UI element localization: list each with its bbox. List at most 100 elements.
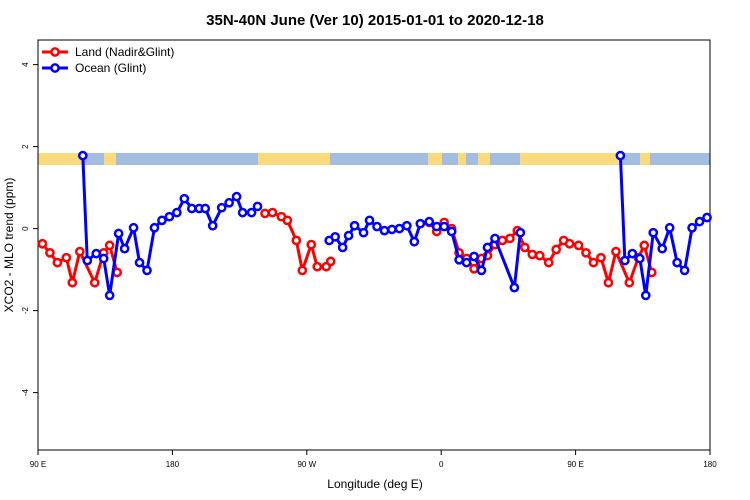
point <box>639 240 650 251</box>
point <box>364 215 375 226</box>
point <box>424 216 435 227</box>
point <box>91 248 102 259</box>
point <box>394 223 405 234</box>
point <box>476 265 487 276</box>
point <box>149 222 160 233</box>
point <box>113 228 124 239</box>
point <box>89 277 100 288</box>
point <box>312 261 323 272</box>
point <box>297 265 308 276</box>
point <box>343 230 354 241</box>
point <box>534 250 545 261</box>
point <box>128 222 139 233</box>
point <box>657 243 668 254</box>
point <box>431 221 442 232</box>
point <box>482 242 493 253</box>
point <box>216 202 227 213</box>
point <box>454 254 464 265</box>
point <box>469 251 479 262</box>
legend-marker <box>50 63 60 73</box>
point <box>237 207 248 218</box>
point <box>252 201 263 212</box>
point <box>694 216 705 227</box>
y-tick-label: -4 <box>21 388 30 396</box>
point <box>52 257 63 268</box>
point <box>679 265 690 276</box>
point <box>164 211 175 222</box>
point <box>372 221 382 232</box>
point <box>634 253 645 264</box>
point <box>596 252 606 263</box>
point <box>627 248 638 259</box>
land-band <box>258 153 330 165</box>
point <box>519 242 530 253</box>
x-tick-label: 90 E <box>567 460 583 469</box>
point <box>104 240 115 251</box>
point <box>82 255 93 266</box>
point <box>172 207 182 218</box>
point <box>349 220 360 231</box>
y-axis-label: XCO2 - MLO trend (ppm) <box>2 178 16 313</box>
point <box>179 193 190 204</box>
point <box>469 263 479 274</box>
y-tick-label: 4 <box>21 62 30 67</box>
point <box>687 222 697 233</box>
x-tick-label: 0 <box>439 460 444 469</box>
point <box>142 265 152 276</box>
point <box>648 227 659 238</box>
x-tick-label: 180 <box>703 460 717 469</box>
y-tick-label: 2 <box>21 144 30 149</box>
x-tick-label: 180 <box>166 460 180 469</box>
point <box>515 227 526 238</box>
point <box>543 257 554 268</box>
point <box>551 244 562 255</box>
point <box>200 203 211 214</box>
y-tick-label: -2 <box>21 306 30 314</box>
point <box>664 222 675 233</box>
point <box>45 247 55 258</box>
point <box>379 225 390 236</box>
x-tick-label: 90 W <box>297 460 316 469</box>
point <box>325 256 336 267</box>
point <box>624 277 635 288</box>
point <box>330 231 341 242</box>
point <box>446 226 457 237</box>
point <box>291 235 302 246</box>
legend-label: Ocean (Glint) <box>75 61 146 75</box>
point <box>207 220 218 231</box>
point <box>337 242 348 253</box>
land-band <box>478 153 490 165</box>
x-tick-label: 90 E <box>30 460 46 469</box>
point <box>409 236 420 247</box>
point <box>74 246 85 257</box>
point <box>282 215 293 226</box>
point <box>527 249 538 260</box>
land-band <box>38 153 82 165</box>
point <box>505 233 515 244</box>
point <box>134 257 145 268</box>
point <box>119 243 130 254</box>
point <box>358 227 369 238</box>
point <box>573 240 584 251</box>
legend-label: Land (Nadir&Glint) <box>75 45 174 59</box>
point <box>37 238 48 249</box>
point <box>640 290 651 301</box>
point <box>306 239 317 250</box>
land-band <box>520 153 620 165</box>
land-band <box>640 153 650 165</box>
point <box>620 255 630 266</box>
point <box>246 207 257 218</box>
point <box>702 212 712 223</box>
point <box>415 218 426 229</box>
land-ocean-strip <box>38 153 710 165</box>
plot-frame <box>37 39 711 451</box>
chart-title: 35N-40N June (Ver 10) 2015-01-01 to 2020… <box>206 12 544 29</box>
point <box>490 233 500 244</box>
point <box>402 220 412 231</box>
point <box>564 238 575 249</box>
point <box>77 150 88 161</box>
point <box>98 253 109 264</box>
point <box>603 277 614 288</box>
land-band <box>458 153 466 165</box>
